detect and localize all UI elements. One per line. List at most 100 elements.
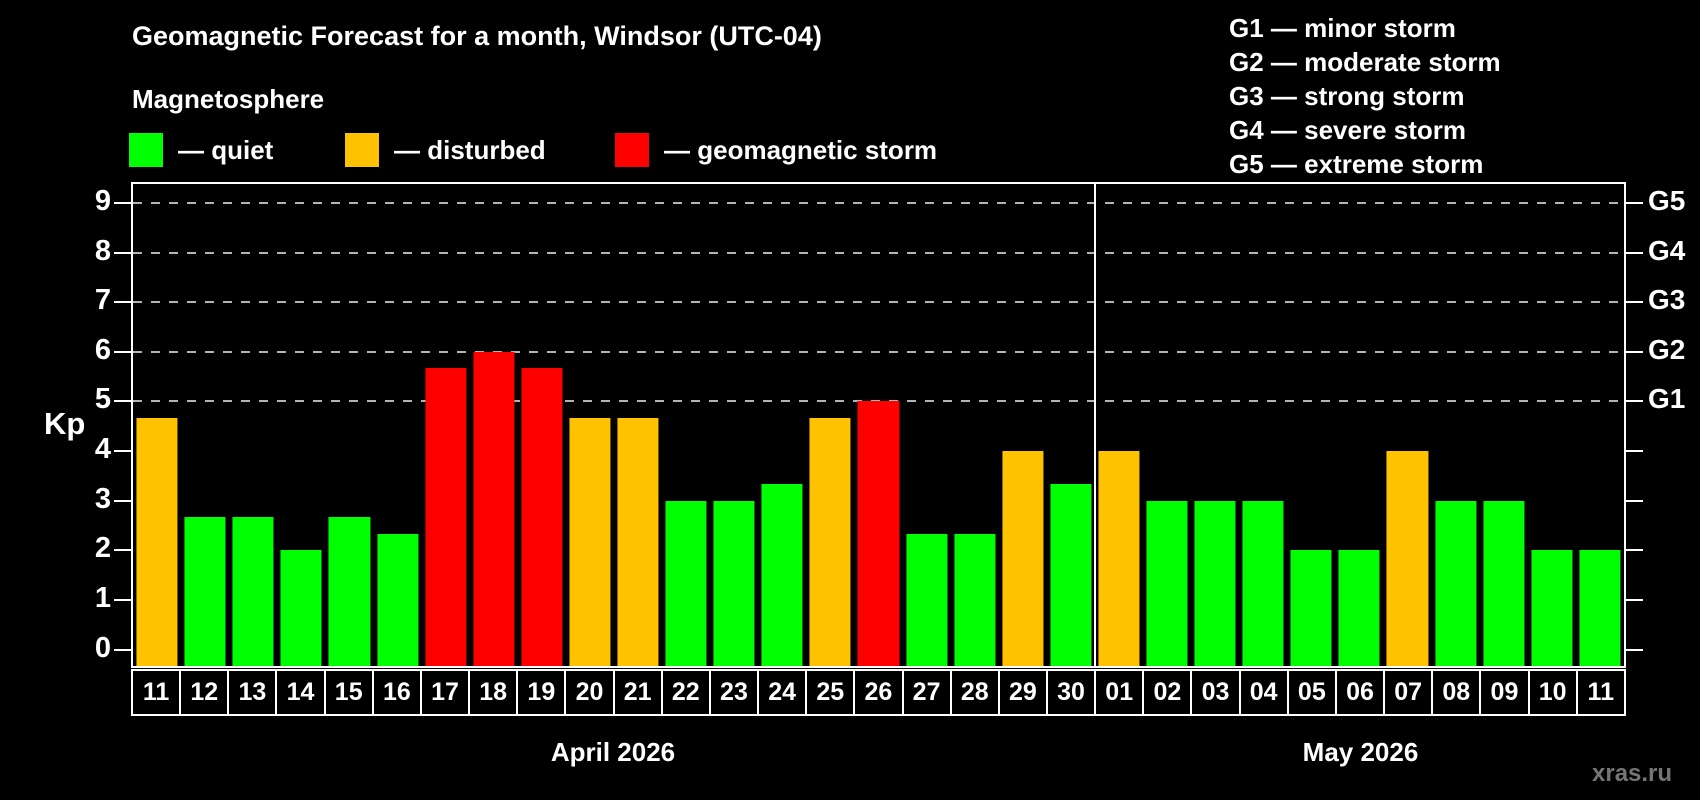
- tick-left-kp-6: [114, 350, 131, 353]
- day-label-13: 13: [227, 669, 278, 716]
- day-label-30: 30: [1045, 669, 1097, 716]
- day-label-06: 06: [1334, 669, 1386, 716]
- kp-bar-day-03-quiet: [1194, 500, 1236, 666]
- tick-right-kp-4: [1626, 450, 1643, 453]
- kp-bar-day-12-quiet: [184, 517, 226, 666]
- day-label-26: 26: [853, 669, 904, 716]
- tick-right-kp-7: [1626, 301, 1643, 304]
- bar-cell-day-24: [758, 184, 806, 666]
- bar-cell-day-14: [277, 184, 325, 666]
- y-tick-label-8: 8: [94, 234, 111, 267]
- tick-left-kp-3: [114, 499, 131, 502]
- tick-left-kp-9: [114, 201, 131, 204]
- tick-left-kp-4: [114, 450, 131, 453]
- kp-bar-day-08-quiet: [1435, 500, 1477, 666]
- quiet-color-swatch: [129, 133, 163, 167]
- kp-bar-day-21-disturbed: [617, 417, 659, 666]
- kp-bar-day-10-quiet: [1531, 550, 1573, 666]
- kp-bar-day-09-quiet: [1483, 500, 1525, 666]
- bar-cell-day-27: [903, 184, 951, 666]
- bar-cell-day-18: [470, 184, 518, 666]
- disturbed-color-swatch: [345, 133, 379, 167]
- bar-cell-day-26: [854, 184, 902, 666]
- bars-container: [133, 184, 1624, 666]
- legend-label-disturbed: — disturbed: [394, 134, 546, 165]
- kp-bar-day-29-disturbed: [1002, 451, 1044, 666]
- bar-cell-day-07: [1383, 184, 1431, 666]
- bar-cell-day-17: [422, 184, 470, 666]
- day-label-05: 05: [1286, 669, 1337, 716]
- day-label-18: 18: [468, 669, 519, 716]
- bar-cell-day-29: [999, 184, 1047, 666]
- kp-bar-day-02-quiet: [1146, 500, 1188, 666]
- day-label-08: 08: [1431, 669, 1482, 716]
- bar-cell-day-25: [806, 184, 854, 666]
- g2-legend-line: G2 — moderate storm: [1229, 47, 1501, 77]
- bar-cell-day-02: [1143, 184, 1191, 666]
- bar-cell-day-03: [1191, 184, 1239, 666]
- kp-bar-day-24-quiet: [761, 484, 803, 666]
- bar-cell-day-30: [1047, 184, 1095, 666]
- gridline-kp-7: [133, 301, 1624, 304]
- day-label-29: 29: [997, 669, 1048, 716]
- month-separator-line: [1093, 184, 1096, 666]
- day-label-25: 25: [805, 669, 856, 716]
- bar-cell-day-16: [373, 184, 421, 666]
- day-label-21: 21: [612, 669, 663, 716]
- kp-bar-day-22-quiet: [665, 500, 707, 666]
- right-axis-label-g4: G4: [1648, 234, 1686, 266]
- g3-legend-line: G3 — strong storm: [1229, 81, 1465, 111]
- y-tick-label-0: 0: [94, 631, 111, 664]
- y-tick-label-1: 1: [94, 581, 111, 614]
- gridline-kp-8: [133, 251, 1624, 254]
- kp-bar-day-04-quiet: [1242, 500, 1284, 666]
- right-axis-label-g3: G3: [1648, 284, 1686, 316]
- y-tick-label-5: 5: [94, 383, 111, 416]
- tick-left-kp-5: [114, 400, 131, 403]
- tick-right-kp-8: [1626, 251, 1643, 254]
- y-tick-label-9: 9: [94, 184, 111, 217]
- kp-bar-day-28-quiet: [954, 533, 996, 666]
- bar-cell-day-01: [1095, 184, 1143, 666]
- day-label-17: 17: [419, 669, 471, 716]
- day-label-28: 28: [949, 669, 1000, 716]
- day-label-04: 04: [1238, 669, 1289, 716]
- bar-cell-day-09: [1480, 184, 1528, 666]
- g4-legend-line: G4 — severe storm: [1229, 115, 1467, 145]
- x-axis-day-labels: 11 12 13 14 15 16 17 18 19 20 21 22 23 24 25 26 27 28 29 30…: [131, 669, 1626, 716]
- plot-area: 0 1 2 3 4 5 6 7 8 9 G1 G2 G3 G4 G5: [95, 182, 1685, 668]
- tick-left-kp-1: [114, 598, 131, 601]
- tick-right-kp-6: [1626, 350, 1643, 353]
- y-tick-label-6: 6: [94, 333, 111, 366]
- bar-cell-day-21: [614, 184, 662, 666]
- day-label-16: 16: [371, 669, 422, 716]
- bar-cell-day-15: [325, 184, 373, 666]
- bar-cell-day-06: [1335, 184, 1383, 666]
- day-label-20: 20: [564, 669, 615, 716]
- bar-cell-day-22: [662, 184, 710, 666]
- day-label-11: 11: [131, 669, 182, 716]
- day-label-22: 22: [660, 669, 711, 716]
- right-axis-label-g5: G5: [1648, 184, 1686, 216]
- y-tick-label-3: 3: [94, 482, 111, 515]
- tick-left-kp-2: [114, 549, 131, 552]
- legend-item-disturbed: — disturbed: [345, 132, 546, 168]
- day-label-07: 07: [1383, 669, 1434, 716]
- tick-left-kp-8: [114, 251, 131, 254]
- day-label-12: 12: [179, 669, 230, 716]
- bar-cell-day-19: [518, 184, 566, 666]
- tick-right-kp-0: [1626, 648, 1643, 651]
- bar-cell-day-08: [1432, 184, 1480, 666]
- bar-cell-day-10: [1528, 184, 1576, 666]
- page-title: Geomagnetic Forecast for a month, Windso…: [132, 21, 822, 51]
- legend-item-storm: — geomagnetic storm: [615, 132, 937, 168]
- kp-bar-day-25-disturbed: [809, 417, 851, 666]
- day-label-27: 27: [901, 669, 952, 716]
- kp-bar-day-01-disturbed: [1098, 451, 1140, 666]
- gridline-kp-5: [133, 400, 1624, 403]
- day-label-24: 24: [757, 669, 808, 716]
- day-label-23: 23: [708, 669, 760, 716]
- tick-right-kp-1: [1626, 598, 1643, 601]
- kp-bar-day-30-quiet: [1050, 484, 1092, 666]
